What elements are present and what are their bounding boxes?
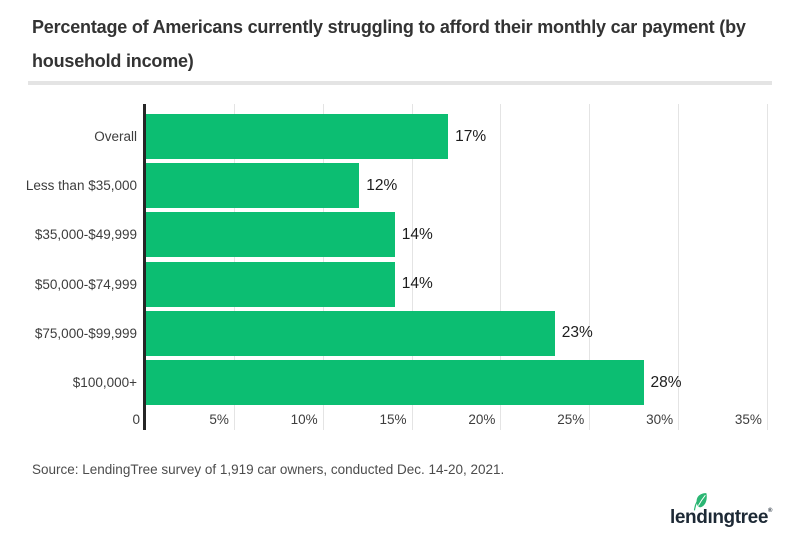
lendingtree-logo: lendıngtree® (670, 492, 780, 536)
bar (146, 360, 644, 405)
category-label: $100,000+ (72, 375, 137, 390)
x-tick-label: 5% (209, 412, 229, 427)
gridline (500, 104, 502, 430)
source-note: Source: LendingTree survey of 1,919 car … (32, 462, 505, 477)
gridline (411, 104, 413, 430)
x-tick-label: 35% (734, 412, 762, 427)
bar (146, 212, 395, 258)
gridline (589, 104, 591, 430)
logo-wordmark: lendıngtree (670, 507, 769, 528)
title-divider (28, 81, 772, 85)
logo-trademark: ® (768, 508, 773, 514)
category-label: $75,000-$99,999 (34, 325, 137, 341)
x-tick-label: 15% (379, 412, 407, 427)
gridline (766, 104, 768, 430)
bar (146, 114, 449, 159)
logo-text: lendıngtree® (670, 507, 772, 529)
x-tick-label: 25% (557, 412, 585, 427)
value-label: 17% (455, 127, 487, 145)
category-label: Overall (94, 129, 137, 144)
leaf-icon (693, 493, 707, 511)
value-label: 28% (650, 373, 682, 391)
x-tick-label: 10% (290, 412, 318, 427)
value-label: 14% (401, 275, 433, 293)
category-label: $35,000-$49,999 (34, 227, 137, 243)
category-label: Less than $35,000 (25, 178, 137, 194)
chart-title-line-2: household income) (32, 51, 194, 71)
x-tick-label: 20% (468, 412, 496, 427)
chart-title-line-1: Percentage of Americans currently strugg… (32, 17, 746, 37)
y-axis-line (143, 104, 146, 430)
chart-title: Percentage of Americans currently strugg… (32, 10, 777, 78)
value-label: 12% (366, 176, 398, 194)
bar (146, 261, 395, 307)
category-label: $50,000-$74,999 (34, 276, 137, 292)
value-label: 14% (401, 225, 433, 243)
x-tick-label: 30% (646, 412, 674, 427)
value-label: 23% (561, 324, 593, 342)
gridline (678, 104, 680, 430)
x-tick-label: 0 (132, 412, 140, 427)
bar (146, 310, 555, 356)
bar (146, 163, 360, 209)
